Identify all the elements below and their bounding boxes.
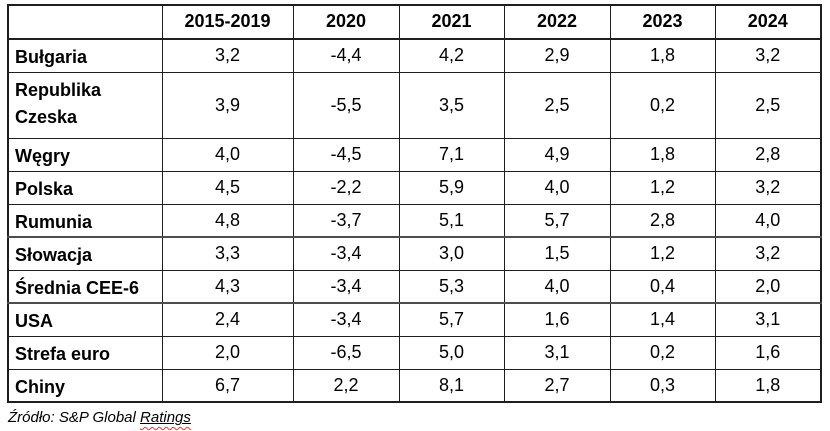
row-label: Rumunia (7, 203, 163, 238)
value-cell: 0,3 (609, 368, 716, 403)
value-cell: -3,4 (292, 236, 400, 271)
value-cell: 1,8 (609, 38, 716, 73)
value-cell: 4,0 (161, 137, 294, 172)
value-cell: 2,0 (714, 269, 822, 304)
value-cell: 5,9 (398, 170, 505, 205)
header-cell-2024: 2024 (714, 4, 822, 40)
table-wrapper: 2015-2019 2020 2021 2022 2023 2024 Bułga… (7, 4, 823, 426)
value-cell: 3,1 (503, 335, 611, 370)
value-cell: 1,4 (609, 302, 716, 337)
value-cell: 1,6 (714, 335, 822, 370)
value-cell: 5,7 (398, 302, 505, 337)
table-row-usa: USA 2,4 -3,4 5,7 1,6 1,4 3,1 (7, 302, 822, 337)
value-cell: -3,4 (292, 302, 400, 337)
row-label: Średnia CEE-6 (7, 269, 163, 304)
value-cell: 2,4 (161, 302, 294, 337)
source-underlined-word: Ratings (140, 409, 191, 426)
row-label: USA (7, 302, 163, 337)
value-cell: 0,2 (609, 335, 716, 370)
row-label: Strefa euro (7, 335, 163, 370)
source-note: Źródło: S&P Global Ratings (8, 409, 823, 426)
table-row-polska: Polska 4,5 -2,2 5,9 4,0 1,2 3,2 (7, 170, 822, 205)
value-cell: -2,2 (292, 170, 400, 205)
value-cell: 2,5 (714, 71, 822, 139)
value-cell: 7,1 (398, 137, 505, 172)
value-cell: 2,9 (503, 38, 611, 73)
value-cell: 3,2 (714, 38, 822, 73)
value-cell: 4,0 (503, 269, 611, 304)
value-cell: 4,0 (503, 170, 611, 205)
header-cell-empty (7, 4, 163, 40)
value-cell: 3,5 (398, 71, 505, 139)
value-cell: 1,5 (503, 236, 611, 271)
value-cell: 1,2 (609, 236, 716, 271)
row-label: Polska (7, 170, 163, 205)
value-cell: 3,2 (714, 170, 822, 205)
value-cell: 1,8 (714, 368, 822, 403)
header-cell-2015-2019: 2015-2019 (161, 4, 294, 40)
source-text: Źródło: S&P Global (8, 409, 141, 426)
row-label: Węgry (7, 137, 163, 172)
value-cell: 2,8 (714, 137, 822, 172)
table-row-slowacja: Słowacja 3,3 -3,4 3,0 1,5 1,2 3,2 (7, 236, 822, 271)
table-row-wegry: Węgry 4,0 -4,5 7,1 4,9 1,8 2,8 (7, 137, 822, 172)
table-row-bulgaria: Bułgaria 3,2 -4,4 4,2 2,9 1,8 3,2 (7, 38, 822, 73)
value-cell: 2,8 (609, 203, 716, 238)
forecast-table: 2015-2019 2020 2021 2022 2023 2024 Bułga… (7, 4, 822, 403)
spellcheck-underline: Ratings (140, 409, 191, 426)
table-row-chiny: Chiny 6,7 2,2 8,1 2,7 0,3 1,8 (7, 368, 822, 403)
value-cell: 2,7 (503, 368, 611, 403)
value-cell: 5,1 (398, 203, 505, 238)
value-cell: 5,0 (398, 335, 505, 370)
value-cell: -3,7 (292, 203, 400, 238)
row-label: Chiny (7, 368, 163, 403)
value-cell: 0,4 (609, 269, 716, 304)
value-cell: 8,1 (398, 368, 505, 403)
header-cell-2023: 2023 (609, 4, 716, 40)
table-row-srednia-cee6: Średnia CEE-6 4,3 -3,4 5,3 4,0 0,4 2,0 (7, 269, 822, 304)
value-cell: 1,2 (609, 170, 716, 205)
value-cell: 3,9 (161, 71, 294, 139)
value-cell: -4,4 (292, 38, 400, 73)
value-cell: 3,3 (161, 236, 294, 271)
value-cell: 3,1 (714, 302, 822, 337)
row-label: Bułgaria (7, 38, 163, 73)
value-cell: -5,5 (292, 71, 400, 139)
value-cell: 3,0 (398, 236, 505, 271)
value-cell: 4,2 (398, 38, 505, 73)
table-row-strefa-euro: Strefa euro 2,0 -6,5 5,0 3,1 0,2 1,6 (7, 335, 822, 370)
value-cell: 4,3 (161, 269, 294, 304)
value-cell: 6,7 (161, 368, 294, 403)
value-cell: 4,8 (161, 203, 294, 238)
value-cell: -4,5 (292, 137, 400, 172)
value-cell: 2,0 (161, 335, 294, 370)
header-cell-2021: 2021 (398, 4, 505, 40)
table-header-row: 2015-2019 2020 2021 2022 2023 2024 (7, 4, 822, 40)
value-cell: 4,9 (503, 137, 611, 172)
value-cell: 2,5 (503, 71, 611, 139)
row-label: Republika Czeska (7, 71, 163, 139)
value-cell: -3,4 (292, 269, 400, 304)
value-cell: 3,2 (714, 236, 822, 271)
value-cell: 5,3 (398, 269, 505, 304)
value-cell: 1,8 (609, 137, 716, 172)
value-cell: 4,0 (714, 203, 822, 238)
value-cell: 4,5 (161, 170, 294, 205)
value-cell: 3,2 (161, 38, 294, 73)
row-label: Słowacja (7, 236, 163, 271)
value-cell: 1,6 (503, 302, 611, 337)
header-cell-2020: 2020 (292, 4, 400, 40)
table-row-rumunia: Rumunia 4,8 -3,7 5,1 5,7 2,8 4,0 (7, 203, 822, 238)
value-cell: 2,2 (292, 368, 400, 403)
value-cell: 0,2 (609, 71, 716, 139)
header-cell-2022: 2022 (503, 4, 611, 40)
value-cell: -6,5 (292, 335, 400, 370)
table-row-republika-czeska: Republika Czeska 3,9 -5,5 3,5 2,5 0,2 2,… (7, 71, 822, 139)
value-cell: 5,7 (503, 203, 611, 238)
